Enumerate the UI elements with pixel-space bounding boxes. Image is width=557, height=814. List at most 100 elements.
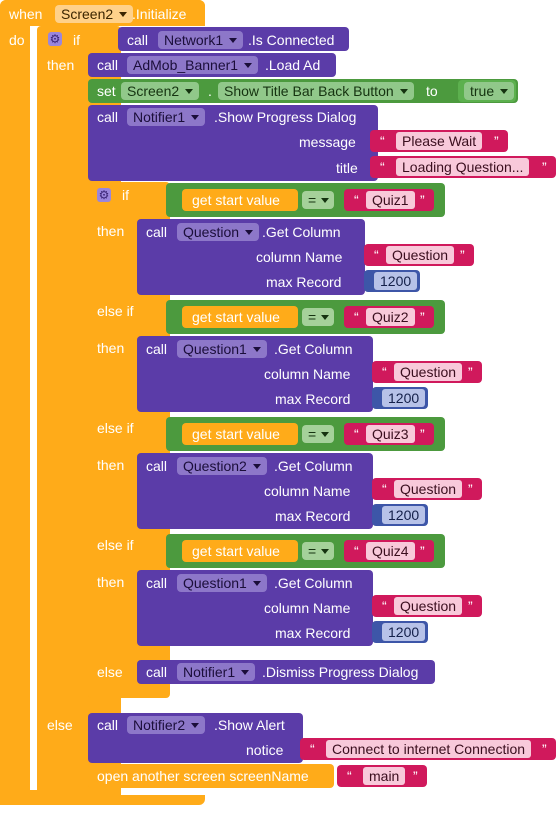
column-string-block[interactable]: “ Question ” xyxy=(364,244,474,266)
title-value[interactable]: Loading Question... xyxy=(396,158,530,176)
quote-icon: “ xyxy=(354,192,359,208)
quote-icon: “ xyxy=(380,133,385,149)
chevron-down-icon xyxy=(191,115,200,120)
max-record-number-block[interactable]: 1200 xyxy=(372,387,428,409)
call-label: call xyxy=(146,575,168,591)
call-label: call xyxy=(97,109,119,125)
then-label: then xyxy=(97,340,125,356)
quiz-string-block[interactable]: “ Quiz3 ” xyxy=(344,423,434,445)
column-value[interactable]: Question xyxy=(394,597,463,615)
quiz-string-block[interactable]: “ Quiz1 ” xyxy=(344,189,434,211)
quote-icon: ” xyxy=(420,426,425,442)
quote-icon: “ xyxy=(382,481,387,497)
operator-dropdown[interactable]: = xyxy=(302,308,335,326)
chevron-down-icon xyxy=(500,89,509,94)
column-name-label: column Name xyxy=(256,249,343,265)
max-record-number-block[interactable]: 1200 xyxy=(372,504,428,526)
operator-dropdown[interactable]: = xyxy=(302,425,335,443)
network-dropdown[interactable]: Network1 xyxy=(158,31,244,49)
dot-label: . xyxy=(208,83,212,99)
setter-component-dropdown[interactable]: Screen2 xyxy=(121,82,200,100)
question-dropdown[interactable]: Question1 xyxy=(177,340,267,358)
if-label: if xyxy=(122,187,129,203)
admob-dropdown[interactable]: AdMob_Banner1 xyxy=(127,56,259,74)
quiz-value[interactable]: Quiz4 xyxy=(366,542,415,560)
message-string-block[interactable]: “ Please Wait ” xyxy=(370,130,508,152)
quote-icon: “ xyxy=(347,768,352,784)
quote-icon: “ xyxy=(382,598,387,614)
notice-label: notice xyxy=(246,742,284,758)
column-value[interactable]: Question xyxy=(394,363,463,381)
method-label: .Get Column xyxy=(262,224,341,240)
else-label: else xyxy=(47,717,73,733)
method-label: .Show Alert xyxy=(214,717,285,733)
question-dropdown[interactable]: Question2 xyxy=(177,457,267,475)
notifier1-dropdown[interactable]: Notifier1 xyxy=(127,108,206,126)
quote-icon: ” xyxy=(420,309,425,325)
if-label: if xyxy=(73,32,80,48)
column-name-label: column Name xyxy=(264,366,351,382)
gear-icon[interactable]: ⚙ xyxy=(97,188,111,202)
column-name-label: column Name xyxy=(264,600,351,616)
get-start-value-block[interactable] xyxy=(182,306,298,328)
max-record-label: max Record xyxy=(275,391,351,407)
quote-icon: ” xyxy=(420,543,425,559)
screen-name-string-block[interactable]: “ main ” xyxy=(337,765,427,787)
get-start-value-block[interactable] xyxy=(182,189,298,211)
quiz-string-block[interactable]: “ Quiz2 ” xyxy=(344,306,434,328)
true-dropdown[interactable]: true xyxy=(464,82,515,100)
quiz-string-block[interactable]: “ Quiz4 ” xyxy=(344,540,434,562)
else-if-label: else if xyxy=(97,537,134,553)
quote-icon: ” xyxy=(460,247,465,263)
get-start-value-label: get start value xyxy=(192,543,280,559)
chevron-down-icon xyxy=(185,89,194,94)
screen-dropdown[interactable]: Screen2 xyxy=(55,5,134,23)
quiz-value[interactable]: Quiz1 xyxy=(366,191,415,209)
column-string-block[interactable]: “ Question ” xyxy=(372,595,482,617)
max-record-value[interactable]: 1200 xyxy=(382,506,426,524)
get-start-value-block[interactable] xyxy=(182,423,298,445)
chevron-down-icon xyxy=(321,315,330,320)
max-record-value[interactable]: 1200 xyxy=(374,272,418,290)
to-label: to xyxy=(426,83,438,99)
column-string-block[interactable]: “ Question ” xyxy=(372,478,482,500)
notifier1-dropdown[interactable]: Notifier1 xyxy=(177,663,256,681)
operator-dropdown[interactable]: = xyxy=(302,191,335,209)
quote-icon: ” xyxy=(468,598,473,614)
call-label: call xyxy=(127,32,149,48)
column-value[interactable]: Question xyxy=(386,246,455,264)
notice-string-block[interactable]: “ Connect to internet Connection ” xyxy=(300,738,556,760)
quote-icon: ” xyxy=(542,741,547,757)
max-record-number-block[interactable]: 1200 xyxy=(364,270,420,292)
message-value[interactable]: Please Wait xyxy=(396,132,483,150)
open-another-screen-block[interactable] xyxy=(88,764,334,788)
title-label: title xyxy=(336,160,358,176)
message-label: message xyxy=(299,134,356,150)
notice-value[interactable]: Connect to internet Connection xyxy=(326,740,532,758)
max-record-number-block[interactable]: 1200 xyxy=(372,621,428,643)
notifier2-dropdown[interactable]: Notifier2 xyxy=(127,716,206,734)
operator-dropdown[interactable]: = xyxy=(302,542,335,560)
quiz-value[interactable]: Quiz2 xyxy=(366,308,415,326)
question-dropdown[interactable]: Question xyxy=(177,223,260,241)
method-label: .Load Ad xyxy=(265,57,321,73)
quiz-value[interactable]: Quiz3 xyxy=(366,425,415,443)
setter-property-dropdown[interactable]: Show Title Bar Back Button xyxy=(218,82,414,100)
chevron-down-icon xyxy=(321,549,330,554)
column-value[interactable]: Question xyxy=(394,480,463,498)
max-record-value[interactable]: 1200 xyxy=(382,389,426,407)
column-string-block[interactable]: “ Question ” xyxy=(372,361,482,383)
get-start-value-block[interactable] xyxy=(182,540,298,562)
chevron-down-icon xyxy=(229,38,238,43)
max-record-value[interactable]: 1200 xyxy=(382,623,426,641)
call-label: call xyxy=(97,57,119,73)
gear-icon[interactable]: ⚙ xyxy=(48,32,62,46)
quote-icon: ” xyxy=(468,481,473,497)
title-string-block[interactable]: “ Loading Question... ” xyxy=(370,156,556,178)
question-dropdown[interactable]: Question1 xyxy=(177,574,267,592)
screen-name-value[interactable]: main xyxy=(363,767,406,785)
set-label: set xyxy=(97,83,116,99)
get-start-value-label: get start value xyxy=(192,309,280,325)
chevron-down-icon xyxy=(399,89,408,94)
quote-icon: “ xyxy=(380,159,385,175)
